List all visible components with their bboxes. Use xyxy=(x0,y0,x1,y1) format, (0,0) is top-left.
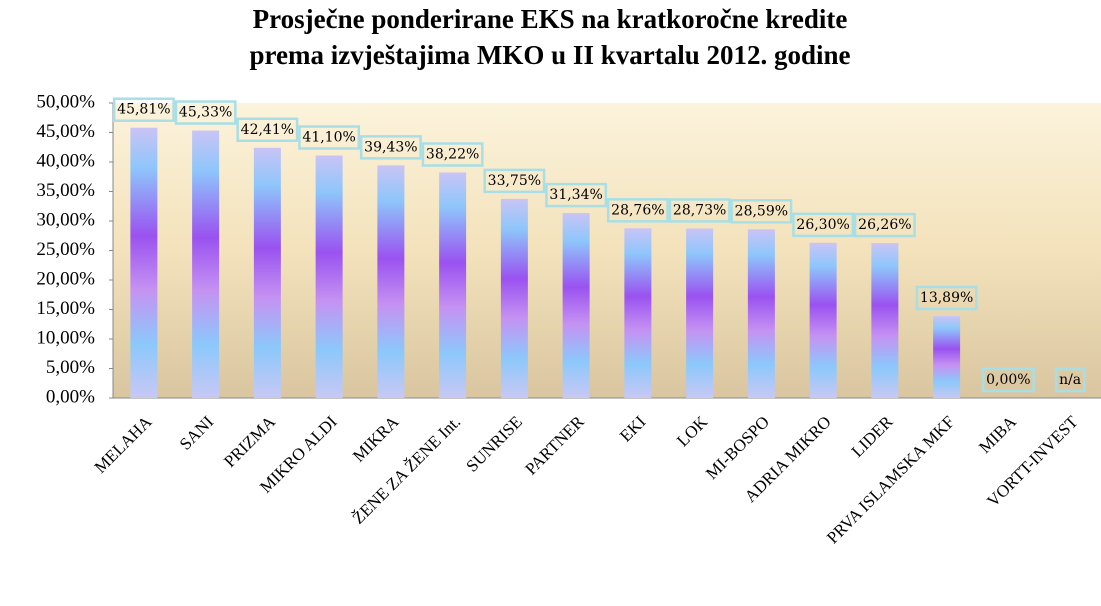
value-label: 13,89% xyxy=(920,290,973,306)
chart-title: prema izvještajima MKO u II kvartalu 201… xyxy=(250,40,851,70)
y-tick-label: 45,00% xyxy=(36,121,95,142)
y-tick-label: 35,00% xyxy=(36,180,95,201)
value-label-box xyxy=(915,285,978,311)
bar xyxy=(377,165,405,398)
value-label-box xyxy=(421,142,484,167)
bar xyxy=(562,213,590,398)
y-tick-label: 50,00% xyxy=(36,91,95,112)
x-tick-label: LOK xyxy=(673,412,712,451)
value-label: 31,34% xyxy=(549,187,602,203)
x-tick-label: PRVA ISLAMSKA MKF xyxy=(823,412,958,547)
value-label: 26,26% xyxy=(858,217,911,233)
value-label: 28,76% xyxy=(611,202,664,218)
value-label: 33,75% xyxy=(488,173,541,189)
value-label-box xyxy=(668,198,731,223)
bar xyxy=(686,228,714,398)
y-tick-label: 40,00% xyxy=(36,150,95,171)
bar xyxy=(315,155,343,398)
x-tick-label: MIKRA xyxy=(349,412,403,466)
value-label: 41,10% xyxy=(302,130,355,146)
bar xyxy=(871,243,899,398)
bar xyxy=(933,316,961,398)
value-label-box xyxy=(236,117,299,143)
value-label: 28,73% xyxy=(673,202,726,218)
value-label: 42,41% xyxy=(241,122,294,138)
y-tick-label: 15,00% xyxy=(36,298,95,319)
bar xyxy=(192,130,220,399)
value-label-box xyxy=(853,212,916,238)
bar xyxy=(130,127,158,398)
bar xyxy=(809,242,837,398)
x-tick-label: ŽENE ZA ŽENE Int. xyxy=(349,412,465,528)
bar xyxy=(624,228,652,398)
value-label-box xyxy=(981,367,1035,393)
value-label-box xyxy=(298,125,361,150)
value-label-box xyxy=(1054,367,1086,393)
chart-title: Prosječne ponderirane EKS na kratkoročne… xyxy=(253,4,848,34)
y-tick-label: 5,00% xyxy=(46,357,95,378)
x-tick-label: LIDER xyxy=(848,412,897,461)
x-tick-label: EKI xyxy=(616,412,650,446)
x-tick-label: PRIZMA xyxy=(220,412,279,471)
x-tick-label: SUNRISE xyxy=(462,412,526,476)
value-label: 45,33% xyxy=(179,105,232,121)
value-label: 38,22% xyxy=(426,147,479,163)
value-label-box xyxy=(174,100,237,125)
x-tick-label: MELAHA xyxy=(91,412,156,477)
value-label-box xyxy=(792,212,855,238)
x-tick-label: PARTNER xyxy=(521,412,588,479)
x-tick-label: MIBA xyxy=(975,412,1020,457)
bar xyxy=(439,172,467,398)
y-tick-label: 10,00% xyxy=(36,327,95,348)
bar xyxy=(500,198,528,398)
value-label-box xyxy=(112,97,175,122)
bar xyxy=(253,147,281,398)
value-label: 26,30% xyxy=(796,217,849,233)
value-label-box xyxy=(483,168,546,194)
value-label: 0,00% xyxy=(986,372,1030,388)
value-label: 28,59% xyxy=(735,203,788,219)
value-label: n/a xyxy=(1059,372,1081,388)
y-tick-label: 25,00% xyxy=(36,239,95,260)
value-label-box xyxy=(730,199,793,224)
value-label-box xyxy=(606,198,669,223)
x-tick-label: SANI xyxy=(176,412,218,454)
y-tick-label: 20,00% xyxy=(36,268,95,289)
bar xyxy=(747,229,775,398)
value-label-box xyxy=(359,135,422,160)
value-label: 39,43% xyxy=(364,139,417,155)
value-label: 45,81% xyxy=(117,102,170,118)
value-label-box xyxy=(545,182,608,208)
y-tick-label: 30,00% xyxy=(36,209,95,230)
y-tick-label: 0,00% xyxy=(46,386,95,407)
